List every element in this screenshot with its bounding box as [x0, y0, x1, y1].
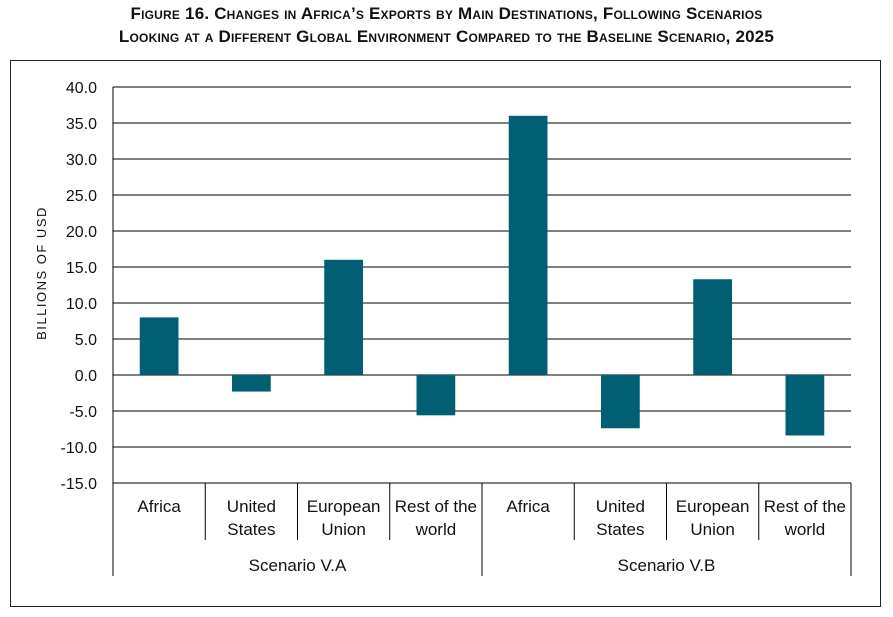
bar: [232, 375, 271, 392]
y-tick-label: 40.0: [66, 80, 97, 97]
category-label: Rest of the: [764, 497, 846, 516]
y-tick-label: -15.0: [61, 476, 98, 493]
category-label: States: [596, 520, 644, 539]
category-label: Union: [321, 520, 365, 539]
category-label: Africa: [506, 497, 550, 516]
bar: [785, 375, 825, 436]
category-label: world: [415, 520, 457, 539]
y-axis-label: BILLIONS OF USD: [34, 206, 49, 340]
y-tick-label: 20.0: [66, 224, 97, 241]
y-tick-label: 15.0: [66, 260, 97, 277]
category-label: Africa: [137, 497, 181, 516]
group-label: Scenario V.A: [249, 556, 347, 575]
category-label: United: [596, 497, 645, 516]
y-tick-label: 5.0: [75, 332, 97, 349]
group-label: Scenario V.B: [618, 556, 716, 575]
y-tick-label: 35.0: [66, 116, 97, 133]
y-tick-label: -10.0: [61, 440, 98, 457]
bar: [324, 259, 363, 375]
y-tick-label: 25.0: [66, 188, 97, 205]
category-label: European: [676, 497, 750, 516]
category-label: States: [227, 520, 275, 539]
bar: [416, 375, 456, 416]
category-label: Union: [690, 520, 734, 539]
bar: [601, 375, 640, 429]
bar: [693, 279, 732, 375]
chart-title-line1: Figure 16. Changes in Africa’s Exports b…: [130, 4, 763, 23]
chart-title-line2: Looking at a Different Global Environmen…: [118, 27, 775, 46]
y-tick-label: 0.0: [75, 368, 97, 385]
chart-frame: [10, 60, 881, 607]
bar: [139, 317, 179, 375]
category-label: Rest of the: [395, 497, 477, 516]
bar: [508, 115, 548, 376]
y-tick-label: -5.0: [69, 404, 97, 421]
category-label: United: [227, 497, 276, 516]
y-tick-label: 10.0: [66, 296, 97, 313]
y-tick-label: 30.0: [66, 152, 97, 169]
category-label: world: [784, 520, 826, 539]
category-label: European: [307, 497, 381, 516]
